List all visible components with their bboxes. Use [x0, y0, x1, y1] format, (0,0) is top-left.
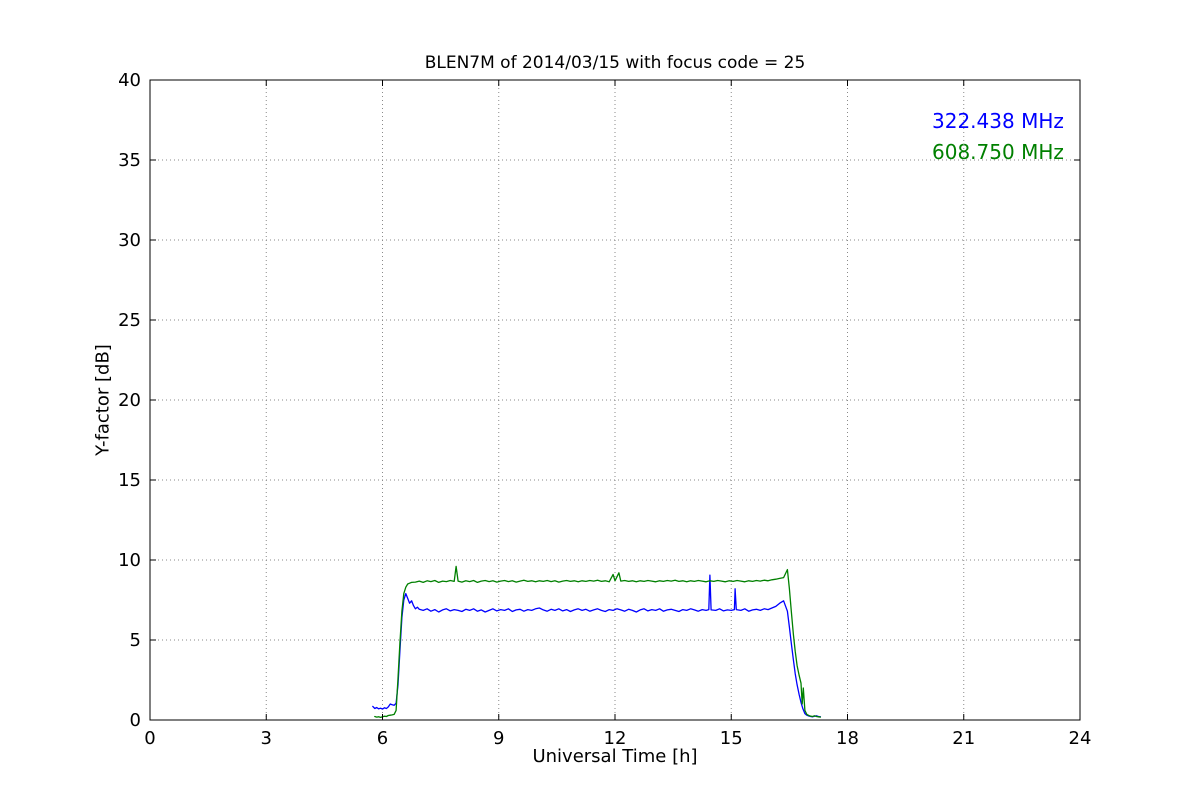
- legend: 322.438 MHz 608.750 MHz: [932, 106, 1064, 168]
- legend-item-608mhz: 608.750 MHz: [932, 140, 1064, 164]
- y-tick-label: 10: [118, 550, 141, 571]
- x-tick-label: 15: [720, 728, 743, 749]
- y-tick-label: 30: [118, 230, 141, 251]
- x-tick-label: 21: [952, 728, 975, 749]
- x-tick-label: 12: [604, 728, 627, 749]
- x-tick-label: 18: [836, 728, 859, 749]
- x-axis-label: Universal Time [h]: [532, 746, 698, 767]
- x-tick-label: 0: [144, 728, 155, 749]
- x-tick-label: 6: [377, 728, 388, 749]
- series-line-1: [374, 565, 822, 719]
- y-tick-label: 35: [118, 150, 141, 171]
- y-tick-label: 20: [118, 390, 141, 411]
- series-line-0: [372, 574, 822, 718]
- y-tick-label: 25: [118, 310, 141, 331]
- x-tick-label: 24: [1069, 728, 1092, 749]
- y-tick-label: 5: [130, 630, 141, 651]
- legend-item-322mhz: 322.438 MHz: [932, 109, 1064, 133]
- x-tick-label: 9: [493, 728, 504, 749]
- chart-title: BLEN7M of 2014/03/15 with focus code = 2…: [424, 53, 806, 73]
- y-tick-label: 15: [118, 470, 141, 491]
- y-tick-label: 40: [118, 70, 141, 91]
- y-tick-label: 0: [130, 710, 141, 731]
- x-tick-label: 3: [261, 728, 272, 749]
